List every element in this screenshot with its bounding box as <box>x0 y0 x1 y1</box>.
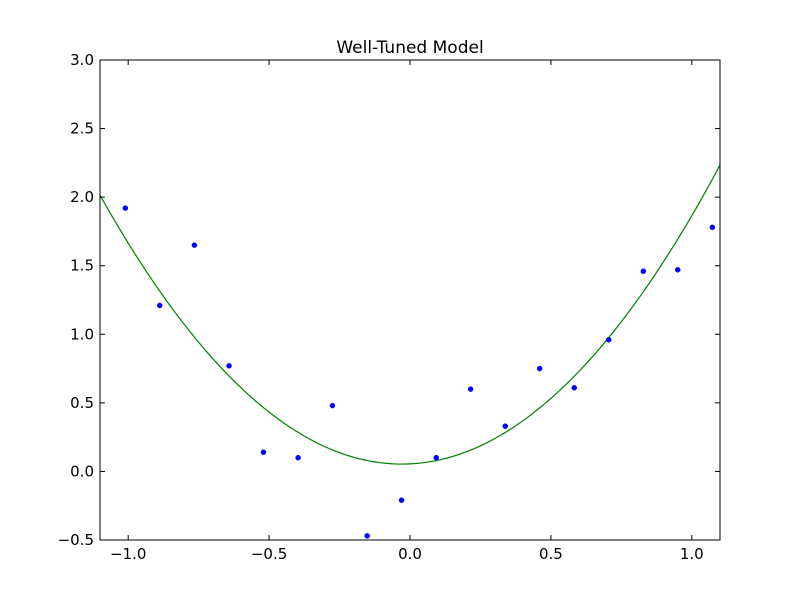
chart-title: Well-Tuned Model <box>336 38 483 58</box>
x-tick-label: 0.5 <box>539 545 563 563</box>
scatter-points-layer <box>122 205 716 539</box>
x-tick-label: −0.5 <box>251 545 287 563</box>
scatter-point <box>191 242 198 248</box>
fit-curve-line <box>100 164 720 465</box>
scatter-point <box>433 454 439 461</box>
axis-ticks-layer: −1.0 −0.5 0.0 0.5 1.0 −0.5 0.0 0.5 1.0 1.5 2.0 2.5 3… <box>58 51 720 563</box>
scatter-point <box>226 363 232 369</box>
fit-curve-layer <box>100 164 720 465</box>
scatter-point <box>640 268 647 274</box>
scatter-point <box>398 497 405 503</box>
scatter-point <box>156 302 163 309</box>
y-tick-label: 3.0 <box>70 51 94 69</box>
scatter-point <box>536 365 543 372</box>
y-tick-label: 2.0 <box>70 188 94 206</box>
y-tick-label: 0.5 <box>70 394 94 412</box>
y-tick-label: −0.5 <box>58 531 94 549</box>
y-tick-label: 1.5 <box>70 257 94 275</box>
plot-frame <box>99 59 721 541</box>
scatter-point <box>467 386 474 392</box>
scatter-point <box>364 533 370 539</box>
x-tick-label: 1.0 <box>680 545 704 563</box>
scatter-point <box>605 337 612 343</box>
scatter-point <box>709 224 716 231</box>
scatter-point <box>502 423 509 429</box>
y-tick-label: 2.5 <box>70 120 94 138</box>
y-tick-label: 1.0 <box>70 325 94 343</box>
x-tick-label: −1.0 <box>110 545 146 563</box>
scatter-point <box>122 205 129 211</box>
scatter-point <box>674 267 681 273</box>
y-tick-label: 0.0 <box>70 462 94 480</box>
scatter-point <box>329 402 336 409</box>
scatter-point <box>260 449 267 455</box>
x-tick-label: 0.0 <box>398 545 422 563</box>
scatter-point <box>295 454 301 461</box>
scatter-point <box>571 385 578 391</box>
